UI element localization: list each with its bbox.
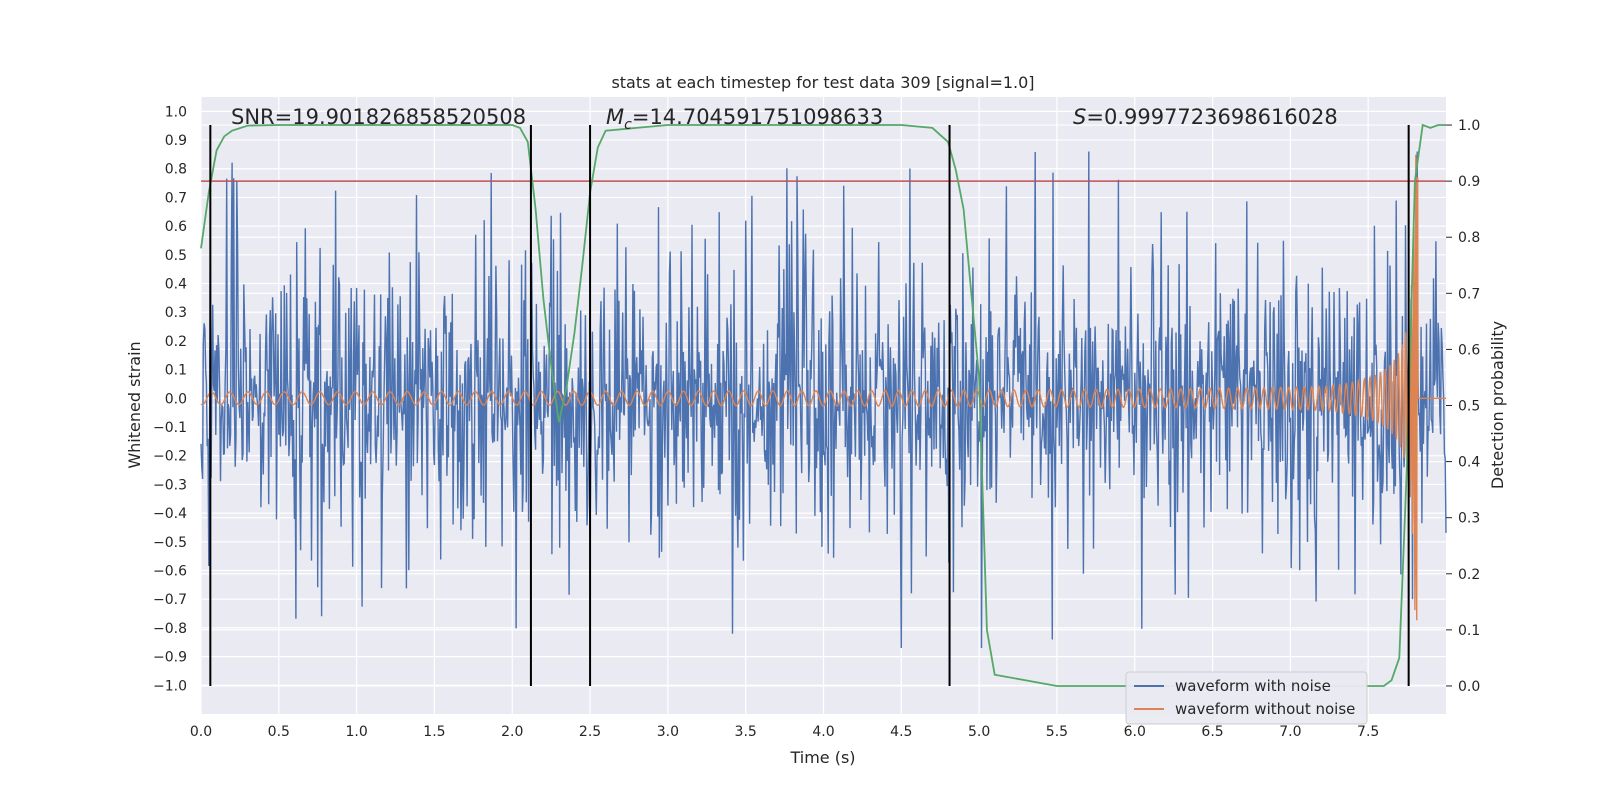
y-right-tick-label: 0.7 — [1458, 286, 1480, 302]
y-left-tick-label: 0.6 — [165, 219, 187, 235]
y-left-tick-label: 0.4 — [165, 277, 187, 293]
legend: waveform with noise waveform without noi… — [1125, 671, 1368, 725]
y-left-tick-label: −1.0 — [153, 678, 187, 694]
x-tick-label: 6.5 — [1201, 724, 1223, 740]
x-tick-label: 7.5 — [1357, 724, 1379, 740]
series-detection-probability — [200, 123, 1446, 687]
chirp-mass-value: 14.704591751098633 — [649, 105, 883, 129]
y-left-tick-label: −0.5 — [153, 535, 187, 551]
markers-layer — [209, 125, 1410, 686]
y-right-tick-label: 0.0 — [1458, 679, 1480, 695]
x-tick-label: 4.5 — [890, 724, 912, 740]
y-left-tick-label: −0.7 — [153, 592, 187, 608]
chirp-mass-annotation: Mc=14.704591751098633 — [606, 105, 883, 133]
y-right-tick-label: 0.4 — [1458, 455, 1480, 471]
legend-label-noise: waveform with noise — [1175, 677, 1331, 695]
snr-annotation: SNR=19.901826858520508 — [231, 105, 526, 129]
y-left-tick-label: 0.2 — [165, 334, 187, 350]
ticks-layer: 0.0 0.5 1.0 1.5 2.0 2.5 3.0 3.5 4.0 4.5 5.0 5.5 6.0 6… — [153, 104, 1480, 740]
x-tick-label: 4.0 — [812, 724, 834, 740]
legend-box — [1125, 671, 1368, 725]
y-right-tick-label: 0.5 — [1458, 399, 1480, 415]
y-left-tick-label: 0.7 — [165, 190, 187, 206]
y-left-tick-label: −0.4 — [153, 506, 187, 522]
y-left-tick-label: −0.8 — [153, 621, 187, 637]
chart-title: stats at each timestep for test data 309… — [611, 73, 1034, 92]
x-axis-label: Time (s) — [789, 748, 855, 767]
y-left-tick-label: 0.9 — [165, 133, 187, 149]
snr-label: SNR — [231, 105, 275, 129]
y-left-tick-label: −0.3 — [153, 477, 187, 493]
x-tick-label: 0.5 — [268, 724, 290, 740]
y-left-tick-label: 1.0 — [165, 104, 187, 120]
y-left-tick-label: −0.2 — [153, 449, 187, 465]
y-right-tick-label: 0.9 — [1458, 174, 1480, 190]
spin-label: S — [1073, 105, 1086, 129]
x-tick-label: 5.5 — [1046, 724, 1068, 740]
chirp-mass-label: M — [606, 105, 624, 129]
y-right-tick-label: 0.6 — [1458, 342, 1480, 358]
spin-value: 0.9997723698616028 — [1104, 105, 1338, 129]
series-waveform-without-noise — [200, 154, 1446, 621]
x-tick-label: 7.0 — [1279, 724, 1301, 740]
x-tick-label: 6.0 — [1124, 724, 1146, 740]
y-left-tick-label: 0.1 — [165, 363, 187, 379]
y-right-tick-label: 0.1 — [1458, 623, 1480, 639]
x-tick-label: 1.0 — [345, 724, 367, 740]
grid — [200, 97, 1446, 714]
y-right-tick-label: 1.0 — [1458, 118, 1480, 134]
series-layer — [200, 123, 1447, 687]
y-left-tick-label: 0.0 — [165, 391, 187, 407]
y-right-tick-label: 0.3 — [1458, 511, 1480, 527]
y-axis-label-left: Whitened strain — [125, 341, 144, 468]
y-left-tick-label: 0.8 — [165, 162, 187, 178]
y-axis-label-right: Detection probability — [1488, 321, 1507, 489]
y-left-tick-label: 0.5 — [165, 248, 187, 264]
legend-label-clean: waveform without noise — [1175, 700, 1355, 718]
y-left-tick-label: 0.3 — [165, 305, 187, 321]
y-right-tick-label: 0.8 — [1458, 230, 1480, 246]
x-tick-label: 2.0 — [501, 724, 523, 740]
x-tick-label: 3.0 — [657, 724, 679, 740]
y-left-tick-label: −0.9 — [153, 650, 187, 666]
x-tick-label: 5.0 — [968, 724, 990, 740]
spin-annotation: S=0.9997723698616028 — [1073, 105, 1338, 129]
series-waveform-with-noise — [200, 151, 1447, 649]
x-tick-label: 2.5 — [579, 724, 601, 740]
x-tick-label: 3.5 — [735, 724, 757, 740]
chirp-mass-subscript: c — [624, 117, 632, 133]
y-right-tick-label: 0.2 — [1458, 567, 1480, 583]
snr-value: 19.901826858520508 — [292, 105, 526, 129]
x-tick-label: 0.0 — [190, 724, 212, 740]
y-left-tick-label: −0.1 — [153, 420, 187, 436]
y-left-tick-label: −0.6 — [153, 564, 187, 580]
x-tick-label: 1.5 — [423, 724, 445, 740]
